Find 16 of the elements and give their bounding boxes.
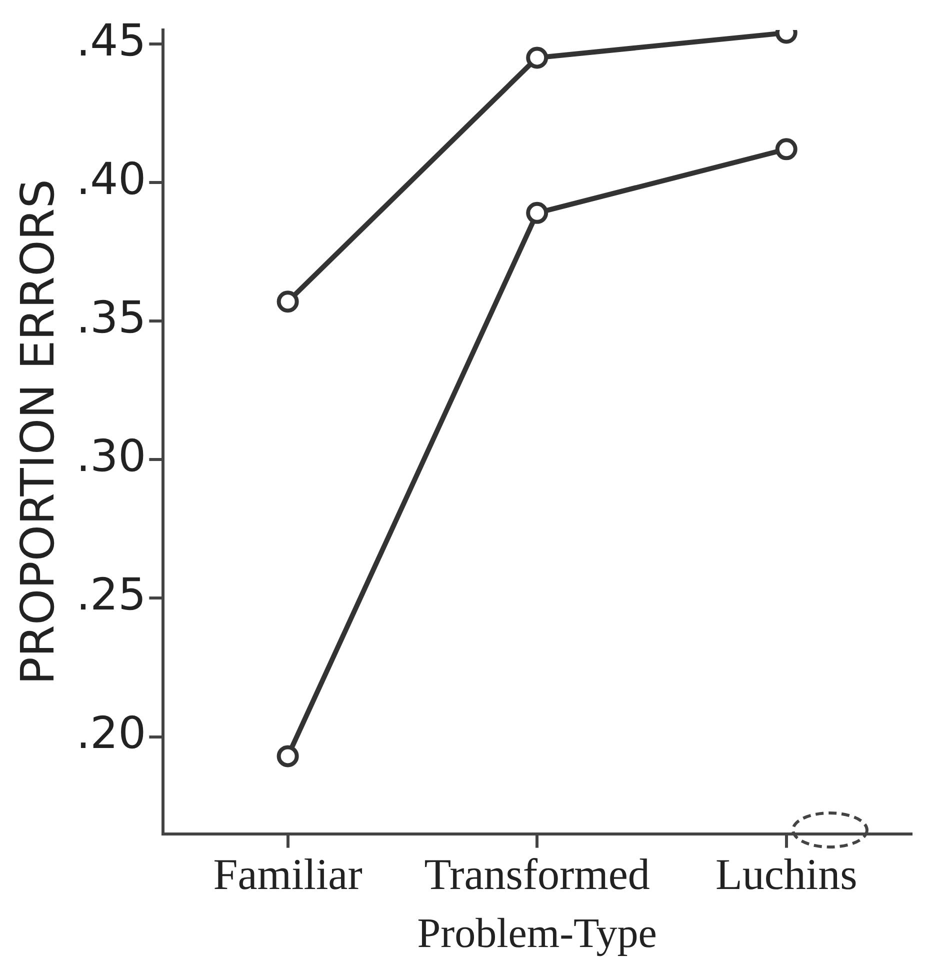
- y-axis-title: PROPORTION ERRORS: [10, 179, 65, 685]
- y-tick-label: .20: [76, 708, 146, 760]
- y-tick-label: .25: [76, 570, 146, 621]
- y-tick-label: .35: [76, 292, 146, 344]
- x-axis-title: Problem-Type: [417, 910, 657, 957]
- point: [276, 290, 299, 313]
- point: [775, 138, 798, 160]
- x-tick-label: Familiar: [213, 850, 363, 899]
- y-tick-label: .30: [76, 431, 146, 482]
- y-tick-label: .40: [76, 154, 146, 205]
- x-tick-label: Transformed: [424, 850, 650, 899]
- x-tick-label: Luchins: [715, 850, 858, 899]
- point: [526, 46, 548, 69]
- y-tick-label: .45: [76, 15, 146, 66]
- point: [526, 202, 548, 224]
- point: [276, 745, 299, 768]
